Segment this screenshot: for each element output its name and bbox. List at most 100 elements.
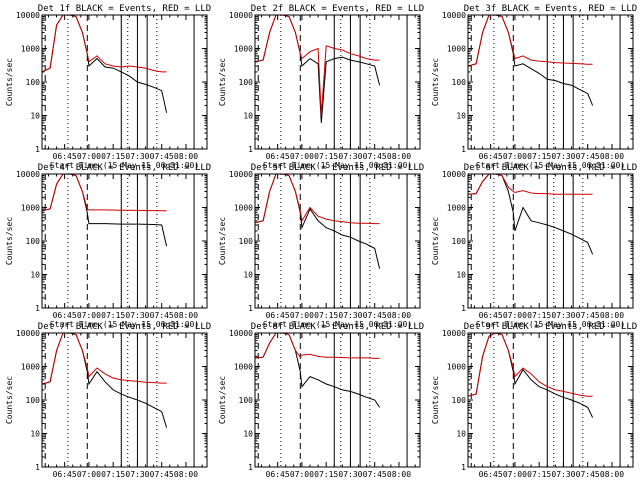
- y-tick-label: 10000: [229, 170, 253, 179]
- y-tick-label: 10000: [442, 11, 466, 20]
- x-tick-label: 07:30: [125, 311, 149, 320]
- x-tick-label: 07:45: [150, 311, 174, 320]
- panel-title: Det 3f BLACK = Events, RED = LLD: [464, 4, 637, 14]
- x-tick-label: 07:15: [314, 470, 338, 479]
- y-tick-label: 100: [26, 237, 41, 246]
- panel-title: Det 5f BLACK = Events, RED = LLD: [251, 163, 424, 173]
- x-tick-label: 07:00: [290, 470, 314, 479]
- series-group: [468, 333, 594, 418]
- plot-frame: [467, 14, 634, 150]
- x-tick-label: 07:45: [150, 152, 174, 161]
- y-tick-label: 10000: [229, 329, 253, 338]
- x-tick-label: 06:45: [266, 470, 290, 479]
- panel-title: Det 8f BLACK = Events, RED = LLD: [251, 322, 424, 332]
- x-axis-label: Start Time (15-May-15 06:31:00): [476, 320, 625, 329]
- x-tick-label: 07:45: [576, 470, 600, 479]
- x-tick-label: 07:15: [527, 152, 551, 161]
- x-tick-label: 07:15: [314, 152, 338, 161]
- marker-lines: [257, 174, 408, 308]
- y-axis-label: Counts/sec: [5, 376, 14, 424]
- y-tick-label: 1: [461, 304, 466, 313]
- y-axis-label: Counts/sec: [431, 58, 440, 106]
- y-tick-label: 100: [26, 396, 41, 405]
- x-tick-label: 06:45: [479, 311, 503, 320]
- detector-panel: Det 3f BLACK = Events, RED = LLD 1 10 100 10…: [431, 4, 637, 170]
- series-group: [42, 174, 168, 247]
- y-axis-label: Counts/sec: [5, 58, 14, 106]
- y-tick-label: 100: [239, 396, 254, 405]
- x-tick-label: 06:45: [266, 311, 290, 320]
- y-tick-label: 1: [248, 304, 253, 313]
- marker-lines: [470, 333, 621, 467]
- x-tick-label: 08:00: [174, 470, 198, 479]
- panel-title: Det 2f BLACK = Events, RED = LLD: [251, 4, 424, 14]
- x-tick-label: 07:15: [314, 311, 338, 320]
- y-tick-label: 10000: [16, 11, 40, 20]
- x-axis-label: Start Time (15-May-15 06:31:00): [50, 320, 199, 329]
- lld-series-line: [42, 333, 167, 385]
- detector-panel: Det 9f BLACK = Events, RED = LLD 1 10 100 10…: [431, 322, 637, 480]
- x-tick-label: 08:00: [387, 470, 411, 479]
- x-tick-label: 07:00: [503, 311, 527, 320]
- detector-panel: Det 2f BLACK = Events, RED = LLD 1 10 100 10…: [218, 4, 424, 170]
- x-tick-label: 08:00: [600, 470, 624, 479]
- y-tick-label: 1000: [234, 45, 253, 54]
- y-tick-label: 10000: [16, 170, 40, 179]
- panel-title: Det 9f BLACK = Events, RED = LLD: [464, 322, 637, 332]
- events-series-line: [468, 15, 594, 106]
- y-tick-label: 1000: [447, 363, 466, 372]
- y-tick-label: 100: [239, 237, 254, 246]
- x-tick-label: 07:15: [101, 311, 125, 320]
- series-group: [468, 15, 594, 106]
- x-axis-label: Start Time (15-May-15 06:31:00): [50, 161, 199, 170]
- detector-panel: Det 1f BLACK = Events, RED = LLD 1 10 100 10…: [5, 4, 211, 170]
- x-tick-label: 07:00: [290, 152, 314, 161]
- lld-series-line: [255, 174, 380, 225]
- x-axis-label: Start Time (15-May-15 06:31:00): [476, 161, 625, 170]
- series-group: [255, 15, 381, 123]
- detector-panel: Det 7f BLACK = Events, RED = LLD 1 10 100 10…: [5, 322, 211, 480]
- x-axis-label: Start Time (15-May-15 06:31:00): [263, 320, 412, 329]
- y-axis-label: Counts/sec: [218, 376, 227, 424]
- y-tick-label: 100: [26, 78, 41, 87]
- y-tick-label: 1000: [21, 45, 40, 54]
- y-tick-label: 10: [30, 430, 40, 439]
- lld-series-line: [255, 333, 380, 359]
- detector-panel: Det 8f BLACK = Events, RED = LLD 1 10 100 10…: [218, 322, 424, 480]
- events-series-line: [42, 15, 168, 113]
- y-tick-label: 1: [461, 145, 466, 154]
- panel-title: Det 6f BLACK = Events, RED = LLD: [464, 163, 637, 173]
- plot-frame: [254, 332, 421, 468]
- plot-frame: [254, 14, 421, 150]
- y-tick-label: 1000: [234, 363, 253, 372]
- events-series-line: [42, 333, 168, 428]
- x-tick-label: 06:45: [479, 470, 503, 479]
- y-tick-label: 1: [35, 463, 40, 472]
- x-tick-label: 07:45: [150, 470, 174, 479]
- marker-lines: [44, 333, 195, 467]
- x-tick-label: 07:45: [576, 152, 600, 161]
- marker-lines: [470, 15, 621, 149]
- x-tick-label: 07:45: [363, 470, 387, 479]
- y-tick-label: 10: [243, 271, 253, 280]
- series-group: [468, 174, 594, 255]
- events-series-line: [255, 15, 381, 123]
- plot-frame: [254, 173, 421, 309]
- series-group: [255, 333, 381, 408]
- y-tick-label: 100: [452, 237, 467, 246]
- events-series-line: [468, 333, 594, 418]
- x-tick-label: 07:30: [551, 152, 575, 161]
- x-tick-label: 08:00: [174, 311, 198, 320]
- y-tick-label: 100: [452, 78, 467, 87]
- plot-frame: [41, 332, 208, 468]
- x-tick-label: 07:15: [527, 311, 551, 320]
- x-tick-label: 08:00: [387, 311, 411, 320]
- x-tick-label: 07:30: [338, 152, 362, 161]
- y-tick-label: 10: [456, 430, 466, 439]
- x-tick-label: 07:00: [503, 470, 527, 479]
- x-tick-label: 07:30: [551, 311, 575, 320]
- panel-title: Det 4f BLACK = Events, RED = LLD: [38, 163, 211, 173]
- x-tick-label: 07:15: [101, 470, 125, 479]
- y-tick-label: 100: [239, 78, 254, 87]
